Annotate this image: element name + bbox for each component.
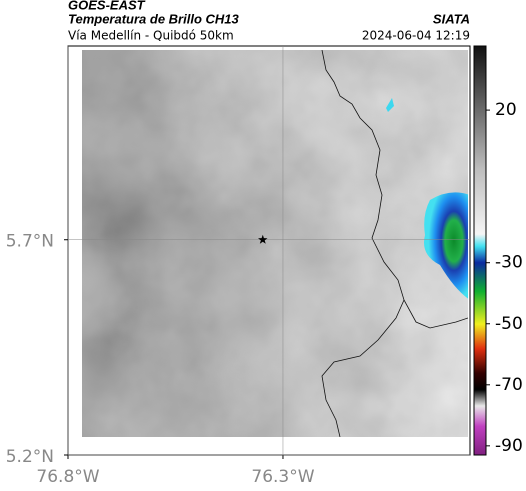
colorbar-tick-label: 20 [495,100,517,120]
org: SIATA [433,11,470,26]
colorbar-tick-label: -90 [495,436,523,456]
y-tick-label: 5.7°N [6,232,54,252]
colorbar-tick-label: -30 [495,253,523,273]
satellite-image [82,50,468,437]
colorbar [473,45,487,456]
colorbar-tick-label: -70 [495,375,523,395]
timestamp: 2024-06-04 12:19 [362,29,470,43]
region: Vía Medellín - Quibdó 50km [68,29,234,43]
y-tick-label: 5.2°N [6,447,54,467]
source: GOES-EAST [68,0,146,12]
x-tick-label: 76.8°W [36,467,99,487]
x-tick-label: 76.3°W [251,467,314,487]
product: Temperatura de Brillo CH13 [68,11,240,26]
colorbar-tick-label: -50 [495,314,523,334]
location-marker [258,234,268,244]
